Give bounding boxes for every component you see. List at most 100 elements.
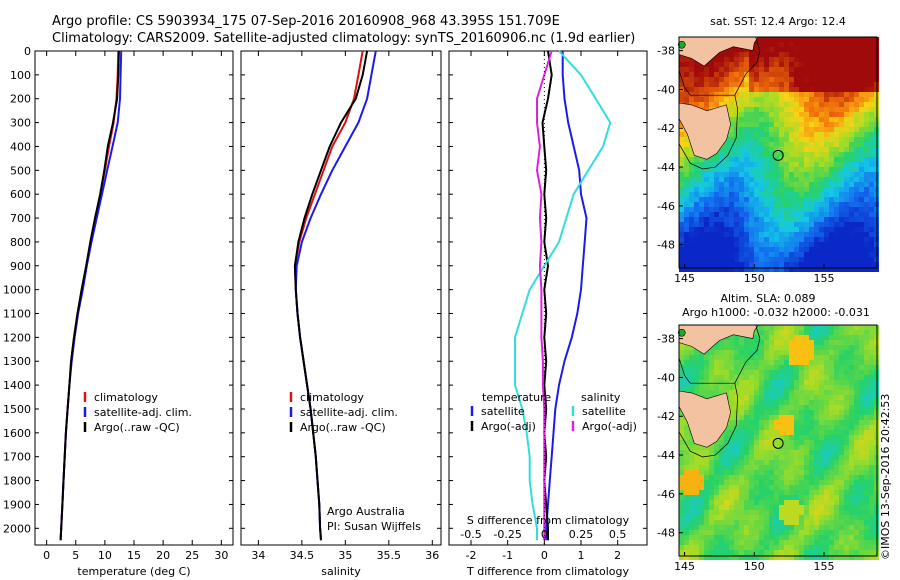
lon-tick-label: 145	[674, 272, 695, 285]
legend-salinity-heading: salinity	[581, 391, 621, 404]
y-tick-label: 800	[10, 236, 31, 249]
map-title: sat. SST: 12.4 Argo: 12.4	[710, 15, 846, 28]
map-frame	[678, 36, 878, 269]
y-tick-label: 1900	[3, 498, 31, 511]
y-tick-label: 600	[10, 188, 31, 201]
lon-tick-label: 145	[674, 560, 695, 573]
secondary-tick-label: 0	[541, 528, 548, 541]
legend-entry: Argo(-adj)	[582, 420, 637, 433]
x-tick-label: 34	[251, 549, 265, 562]
x-tick-label: -1	[502, 549, 513, 562]
y-tick-label: 300	[10, 117, 31, 130]
x-tick-label: -2	[466, 549, 477, 562]
series-line-3	[536, 50, 553, 541]
legend-entry: climatology	[94, 391, 158, 404]
bathymetry-contour	[678, 69, 738, 170]
map-sst: 145 150 155 -38 -40 -42 -44 -46 -48 sat. SST: 12.…	[657, 15, 879, 285]
panel-temperature: 0 5 10 15 20 25 300100200300400500600700800900…	[3, 45, 234, 578]
panel-frame	[448, 50, 648, 546]
lat-tick-label: -44	[657, 161, 675, 174]
x-tick-label: 34.5	[290, 549, 315, 562]
legend-entry: satellite	[481, 405, 525, 418]
x-tick-label: 1	[578, 549, 585, 562]
header-line1: Argo profile: CS 5903934_175 07-Sep-2016…	[52, 14, 560, 29]
panel-differences: -2 -1 0 1 2 T difference from climatology temp…	[448, 50, 648, 578]
lat-tick-label: -46	[657, 488, 675, 501]
lat-tick-label: -40	[657, 371, 675, 384]
y-tick-label: 400	[10, 140, 31, 153]
map-sla: 145 150 155 -38 -40 -42 -44 -46 -48 Altim. SLA: 0…	[657, 292, 879, 573]
secondary-axis-label: S difference from climatology	[467, 514, 630, 527]
secondary-tick-label: 0.5	[609, 528, 627, 541]
lat-tick-label: -46	[657, 200, 675, 213]
lat-tick-label: -42	[657, 410, 675, 423]
x-tick-label: 10	[98, 549, 112, 562]
x-tick-label: 25	[185, 549, 199, 562]
y-tick-label: 700	[10, 212, 31, 225]
series-line-0	[545, 51, 588, 541]
annotation-line1: Argo Australia	[327, 505, 405, 518]
map-title: Altim. SLA: 0.089	[720, 292, 815, 305]
series-line-0	[59, 50, 120, 541]
x-axis-label: temperature (deg C)	[77, 565, 190, 578]
map-frame	[678, 324, 878, 557]
lat-tick-label: -38	[657, 45, 675, 58]
x-tick-label: 2	[614, 549, 621, 562]
y-tick-label: 1800	[3, 475, 31, 488]
marker-green	[677, 328, 686, 337]
legend-temperature-heading: temperature	[482, 391, 551, 404]
bathymetry-contour	[734, 36, 761, 96]
land-tasmania	[678, 102, 731, 160]
y-tick-label: 1600	[3, 427, 31, 440]
x-tick-label: 5	[72, 549, 79, 562]
lat-tick-label: -42	[657, 122, 675, 135]
lon-tick-label: 155	[814, 560, 835, 573]
panel-frame	[240, 50, 442, 546]
panel-salinity: 34 34.5 35 35.5 36 salinity climatology satelli…	[240, 50, 442, 578]
lat-tick-label: -48	[657, 239, 675, 252]
series-line-2	[293, 50, 369, 541]
float-position-marker	[772, 149, 784, 161]
secondary-tick-label: -0.25	[493, 528, 521, 541]
lon-tick-label: 150	[744, 560, 765, 573]
y-tick-label: 1300	[3, 355, 31, 368]
y-tick-label: 100	[10, 69, 31, 82]
lon-tick-label: 150	[744, 272, 765, 285]
series-line-0	[293, 50, 364, 541]
x-tick-label: 20	[156, 549, 170, 562]
x-tick-label: 15	[127, 549, 141, 562]
y-tick-label: 1100	[3, 308, 31, 321]
y-tick-label: 500	[10, 164, 31, 177]
x-tick-label: 0	[541, 549, 548, 562]
legend-entry: Argo(-adj)	[481, 420, 536, 433]
legend-entry: climatology	[300, 391, 364, 404]
marker-green	[677, 40, 686, 49]
bathymetry-contour	[734, 324, 761, 384]
lat-tick-label: -44	[657, 449, 675, 462]
secondary-tick-label: 0.25	[569, 528, 594, 541]
x-tick-label: 0	[43, 549, 50, 562]
y-tick-label: 2000	[3, 522, 31, 535]
y-tick-label: 1400	[3, 379, 31, 392]
land-tasmania	[678, 390, 731, 448]
y-tick-label: 1500	[3, 403, 31, 416]
annotation-line2: PI: Susan Wijffels	[327, 520, 421, 533]
legend-entry: satellite-adj. clim.	[300, 406, 398, 419]
lat-tick-label: -40	[657, 83, 675, 96]
x-tick-label: 35	[338, 549, 352, 562]
legend-entry: Argo(..raw -QC)	[94, 421, 180, 434]
x-axis-label: salinity	[321, 565, 361, 578]
map-subtitle: Argo h1000: -0.032 h2000: -0.031	[682, 306, 870, 319]
x-tick-label: 30	[214, 549, 228, 562]
x-tick-label: 36	[425, 549, 439, 562]
y-tick-label: 900	[10, 260, 31, 273]
legend-entry: satellite-adj. clim.	[94, 406, 192, 419]
float-position-marker	[772, 437, 784, 449]
series-line-2	[514, 50, 612, 541]
legend-entry: satellite	[582, 405, 626, 418]
bathymetry-contour	[678, 357, 738, 458]
lat-tick-label: -38	[657, 333, 675, 346]
y-tick-label: 1000	[3, 284, 31, 297]
series-line-1	[294, 50, 377, 541]
